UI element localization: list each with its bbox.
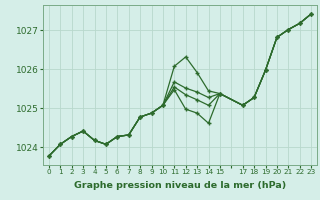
X-axis label: Graphe pression niveau de la mer (hPa): Graphe pression niveau de la mer (hPa)	[74, 181, 286, 190]
